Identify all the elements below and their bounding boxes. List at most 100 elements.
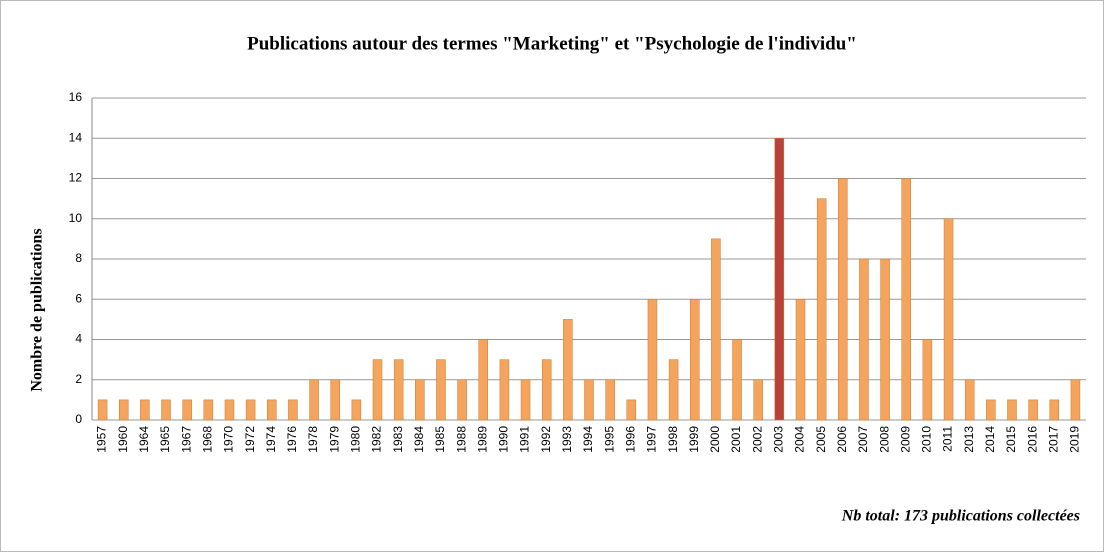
- bar: [288, 399, 298, 421]
- bar: [351, 399, 362, 421]
- y-tick-label: 8: [75, 251, 82, 265]
- x-tick-label: 1972: [243, 426, 257, 453]
- bar: [880, 258, 890, 421]
- bar: [393, 359, 404, 421]
- bar: [795, 299, 806, 421]
- x-tick-label: 1985: [433, 426, 447, 453]
- bar: [267, 399, 277, 421]
- y-axis-label: Nombre de publications: [29, 228, 46, 391]
- x-tick-label: 1998: [666, 426, 680, 453]
- bar: [689, 299, 700, 421]
- x-tick-label: 2001: [729, 426, 743, 453]
- bar: [859, 258, 869, 421]
- x-tick-label: 2008: [877, 426, 891, 453]
- bar: [140, 399, 150, 421]
- bar: [668, 359, 679, 421]
- bar: [753, 379, 763, 421]
- bar: [499, 359, 510, 421]
- x-tick-label: 1978: [306, 426, 320, 453]
- x-tick-label: 2009: [898, 426, 912, 453]
- bar: [901, 178, 911, 421]
- bar: [647, 299, 658, 421]
- bar: [541, 359, 552, 421]
- bar: [118, 399, 129, 421]
- y-tick-label: 12: [69, 171, 83, 185]
- x-tick-label: 1979: [327, 426, 341, 453]
- y-tick-label: 0: [75, 412, 82, 426]
- x-tick-label: 1997: [645, 426, 659, 453]
- x-tick-label: 1965: [158, 426, 172, 453]
- y-tick-label: 16: [69, 90, 83, 104]
- annotation: Nb total: 173 publications collectées: [841, 508, 1080, 525]
- bar: [457, 379, 467, 421]
- x-tick-label: 1982: [370, 426, 384, 453]
- x-tick-label: 1968: [200, 426, 214, 453]
- bar: [520, 379, 531, 421]
- bar: [372, 359, 383, 421]
- x-tick-label: 1989: [475, 426, 489, 453]
- x-tick-label: 1967: [179, 426, 193, 453]
- bar: [97, 399, 108, 421]
- x-tick-label: 1974: [264, 426, 278, 453]
- x-tick-label: 2005: [814, 426, 828, 453]
- x-tick-label: 1995: [602, 426, 616, 453]
- bar: [478, 339, 489, 421]
- bar: [626, 399, 637, 421]
- y-tick-label: 2: [75, 372, 82, 386]
- x-tick-label: 1957: [95, 426, 109, 453]
- x-tick-label: 2000: [708, 426, 722, 453]
- x-tick-label: 1980: [349, 426, 363, 453]
- bar: [943, 218, 954, 421]
- bar: [182, 399, 192, 421]
- y-tick-label: 10: [69, 211, 83, 225]
- bar: [605, 379, 615, 421]
- x-tick-label: 1990: [497, 426, 511, 453]
- x-tick-label: 2007: [856, 426, 870, 453]
- bar: [203, 399, 214, 421]
- x-tick-label: 2016: [1025, 426, 1039, 453]
- x-tick-label: 1992: [539, 426, 553, 453]
- x-tick-label: 2017: [1046, 426, 1060, 453]
- bar: [309, 379, 319, 421]
- bar: [711, 238, 721, 421]
- x-tick-label: 1964: [137, 426, 151, 453]
- bar: [1007, 399, 1017, 421]
- x-tick-label: 1984: [412, 426, 426, 453]
- y-tick-label: 6: [75, 291, 82, 305]
- y-tick-label: 14: [69, 130, 83, 144]
- x-tick-label: 2019: [1068, 426, 1082, 453]
- bar: [838, 178, 848, 421]
- bar: [563, 319, 573, 421]
- y-tick-label: 4: [75, 332, 82, 346]
- bar: [436, 359, 446, 421]
- bar: [584, 379, 594, 421]
- x-tick-label: 2011: [941, 426, 955, 452]
- bar: [224, 399, 235, 421]
- bar: [986, 399, 996, 421]
- bar: [964, 379, 975, 421]
- bar: [1070, 379, 1081, 421]
- bar: [245, 399, 256, 421]
- x-tick-label: 1994: [581, 426, 595, 453]
- x-tick-label: 1983: [391, 426, 405, 453]
- x-tick-label: 2015: [1004, 426, 1018, 453]
- x-tick-label: 1976: [285, 426, 299, 453]
- x-tick-label: 1996: [623, 426, 637, 453]
- x-tick-label: 2002: [750, 426, 764, 453]
- x-tick-label: 2003: [772, 426, 786, 453]
- bar: [330, 379, 340, 421]
- bar: [816, 198, 827, 421]
- chart-title: Publications autour des termes "Marketin…: [247, 33, 857, 54]
- x-tick-label: 1960: [116, 426, 130, 453]
- x-tick-label: 1970: [222, 426, 236, 453]
- bar: [732, 339, 742, 421]
- bar: [161, 399, 171, 421]
- bar: [415, 379, 425, 421]
- x-tick-label: 2004: [793, 426, 807, 453]
- x-tick-label: 1999: [687, 426, 701, 453]
- x-tick-label: 1988: [454, 426, 468, 453]
- bar: [774, 138, 785, 421]
- x-tick-label: 2010: [920, 426, 934, 453]
